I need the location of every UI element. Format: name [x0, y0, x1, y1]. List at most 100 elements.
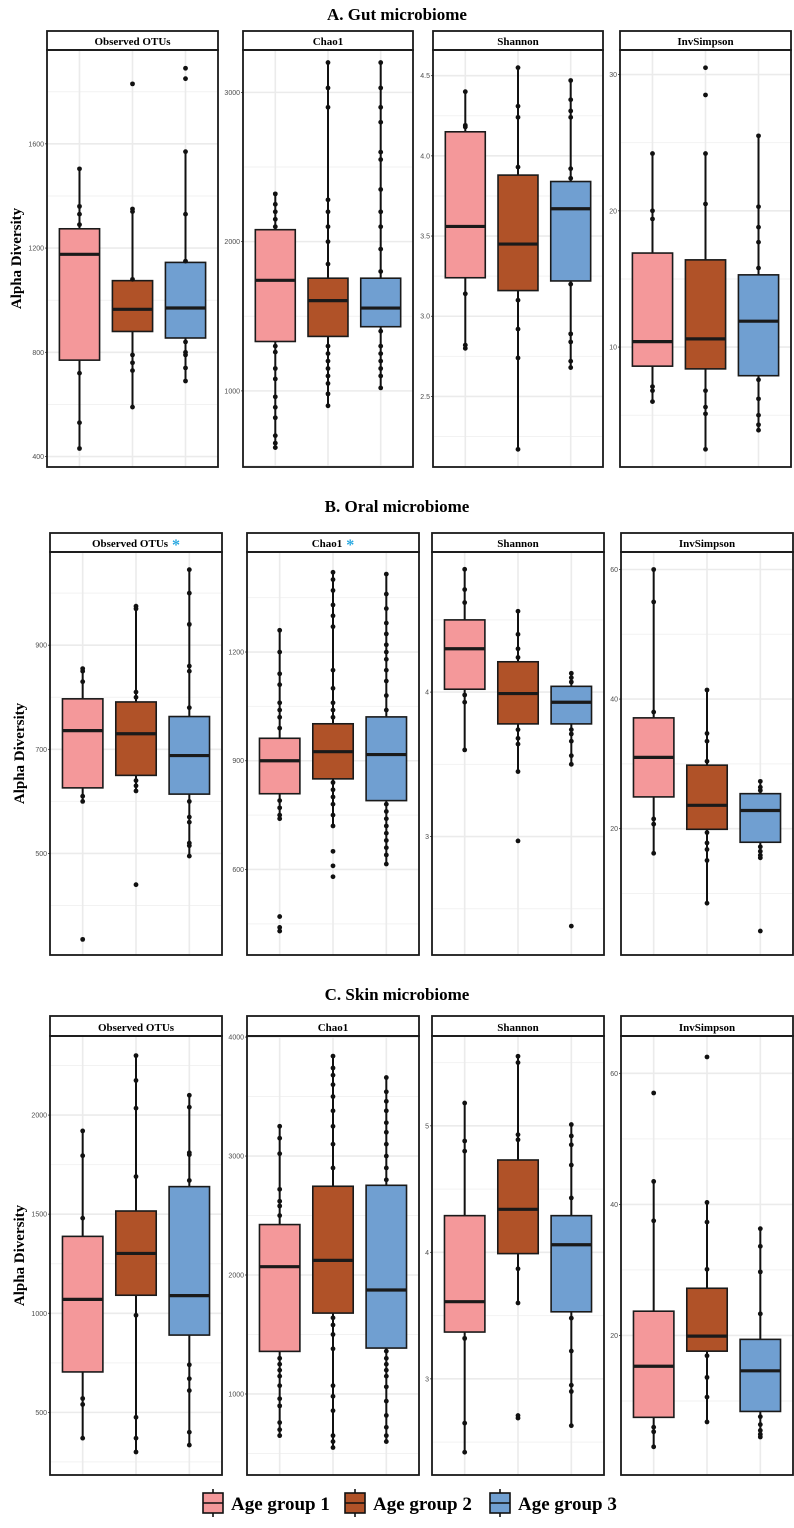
data-point	[277, 1427, 283, 1433]
box-age-group-3	[164, 65, 207, 384]
data-point	[515, 741, 521, 747]
data-point	[568, 1382, 574, 1388]
y-tick-label: 700	[35, 747, 47, 754]
box-age-group-2	[685, 1054, 729, 1425]
data-point	[704, 1266, 710, 1272]
data-point	[568, 1122, 574, 1127]
data-point	[272, 224, 278, 230]
data-point	[325, 391, 331, 397]
y-tick-label: 1500	[31, 1212, 47, 1219]
data-point	[186, 1152, 192, 1158]
y-tick-label: 2000	[31, 1113, 47, 1120]
facet-title: InvSimpson	[679, 1022, 735, 1034]
data-point	[462, 699, 468, 705]
y-tick-label: 500	[35, 1410, 47, 1417]
data-point	[277, 805, 283, 811]
data-point	[330, 1108, 336, 1114]
box-age-group-1	[443, 566, 486, 753]
box-age-group-1	[632, 1090, 675, 1450]
box-age-group-3	[365, 1075, 408, 1444]
data-point	[133, 1105, 139, 1111]
data-point	[515, 1266, 521, 1272]
data-point	[330, 602, 336, 608]
box-age-group-3	[737, 133, 780, 433]
panel-border	[432, 49, 604, 468]
facet-title: InvSimpson	[679, 538, 735, 550]
data-point	[383, 591, 389, 597]
data-point	[130, 209, 135, 214]
facet-title: Chao1	[313, 36, 344, 48]
data-point	[272, 343, 278, 349]
facet-title: InvSimpson	[677, 36, 733, 48]
data-point	[462, 89, 468, 95]
data-point	[383, 1373, 389, 1379]
data-point	[80, 1402, 86, 1407]
iqr-box	[685, 1287, 729, 1352]
data-point	[80, 936, 86, 942]
data-point	[703, 65, 708, 71]
data-point	[378, 224, 384, 230]
data-point	[183, 339, 188, 345]
panel-border	[620, 551, 794, 956]
data-point	[80, 799, 86, 804]
iqr-box	[254, 228, 297, 343]
significance-star-icon: *	[168, 537, 180, 554]
iqr-box	[111, 279, 154, 333]
data-point	[277, 627, 283, 633]
data-point	[330, 1393, 336, 1399]
data-point	[383, 801, 389, 807]
iqr-box	[549, 180, 592, 282]
data-point	[378, 343, 384, 349]
iqr-box	[58, 227, 101, 361]
panel-border	[246, 551, 420, 956]
data-point	[330, 667, 336, 673]
data-point	[133, 1077, 139, 1083]
data-point	[704, 687, 710, 693]
data-point	[277, 707, 283, 713]
legend-item-age-group-3: Age group 3	[489, 1489, 617, 1517]
data-point	[80, 1215, 86, 1221]
data-point	[703, 446, 708, 452]
data-point	[330, 1332, 336, 1337]
data-point	[325, 197, 331, 203]
data-point	[80, 679, 86, 685]
data-point	[277, 1198, 283, 1204]
y-tick-label: 4	[425, 1250, 429, 1257]
data-point	[462, 1449, 468, 1455]
data-point	[515, 114, 521, 120]
data-point	[568, 78, 574, 83]
data-point	[515, 838, 521, 844]
data-point	[378, 351, 384, 356]
facet-title: Chao1 *	[312, 537, 355, 554]
box-age-group-1	[632, 567, 675, 856]
data-point	[515, 1132, 521, 1138]
facet-panel: 10 20 30 InvSimpson	[609, 30, 792, 468]
iqr-box	[258, 737, 301, 795]
data-point	[383, 845, 389, 851]
data-point	[330, 874, 336, 880]
data-point	[186, 1376, 192, 1382]
data-point	[186, 1104, 192, 1110]
data-point	[133, 1312, 139, 1318]
y-tick-label: 3000	[224, 90, 240, 97]
box-age-group-3	[739, 778, 782, 934]
data-point	[277, 925, 283, 930]
data-point	[515, 326, 521, 332]
data-point	[330, 780, 336, 785]
data-point	[130, 368, 135, 373]
data-point	[756, 204, 761, 210]
data-point	[757, 1226, 763, 1232]
data-point	[757, 855, 763, 861]
iqr-box	[684, 259, 727, 370]
data-point	[186, 1178, 192, 1183]
data-point	[383, 678, 389, 684]
data-point	[272, 440, 278, 446]
data-point	[186, 1429, 192, 1435]
data-point	[568, 339, 574, 345]
iqr-box	[168, 1185, 211, 1336]
y-tick-label: 900	[232, 758, 244, 765]
row-title: C. Skin microbiome	[325, 985, 470, 1004]
data-point	[568, 1389, 574, 1394]
data-point	[651, 850, 657, 856]
data-point	[378, 149, 384, 155]
